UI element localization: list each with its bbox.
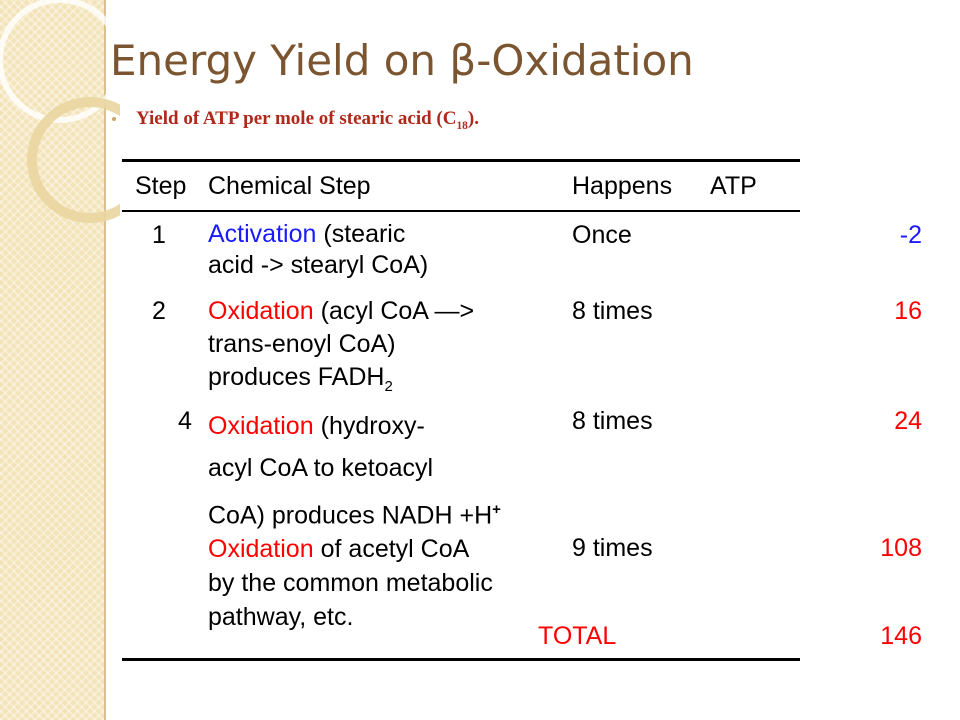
top-rule	[122, 159, 800, 162]
step: 1	[152, 221, 166, 249]
step: 4	[178, 407, 192, 435]
column-header: ATP	[710, 172, 757, 200]
line-text: acid -> stearyl CoA)	[208, 251, 429, 279]
column-header: Step	[135, 172, 187, 200]
chemical-step-line: CoA) produces NADH +H+	[208, 489, 501, 536]
chemical-step: Oxidation (acyl CoA —> trans-enoyl CoA) pro…	[208, 295, 474, 403]
subtitle: Yield of ATP per mole of stearic acid (C…	[136, 108, 479, 132]
atp: 24	[894, 407, 922, 435]
subtitle-text: Yield of ATP per mole of stearic acid (C	[136, 108, 457, 129]
line-text: (acyl CoA —>	[320, 297, 475, 325]
happens: 9 times	[572, 534, 653, 562]
header-rule	[122, 210, 800, 212]
bullet	[112, 117, 116, 121]
atp: -2	[899, 221, 922, 249]
line-text: (stearic	[323, 220, 406, 248]
total-atp: 146	[880, 622, 922, 650]
happens: Once	[572, 221, 632, 249]
line-text: (hydroxy-	[320, 412, 425, 440]
subscript: 18	[456, 119, 468, 132]
keyword: Oxidation	[208, 412, 314, 440]
chemical-step-line: by the common metabolic	[208, 566, 493, 600]
step: 2	[152, 297, 166, 325]
subscript: 2	[384, 378, 393, 395]
chemical-step-line: acyl CoA to ketoacyl	[208, 447, 501, 489]
chemical-step: Oxidation (hydroxy-acyl CoA to ketoacyl Co…	[208, 405, 501, 536]
keyword: Oxidation	[208, 535, 314, 563]
line-text: CoA) produces NADH +H	[208, 501, 493, 530]
chemical-step-line: Oxidation of acetyl CoA	[208, 532, 493, 566]
line-text: of acetyl CoA	[320, 535, 470, 563]
chemical-step-line: Activation (stearic	[208, 219, 428, 250]
line-text: trans-enoyl CoA)	[208, 330, 396, 358]
chemical-step-line: trans-enoyl CoA)	[208, 328, 474, 361]
chemical-step-line: pathway, etc.	[208, 600, 493, 634]
column-header: Happens	[572, 172, 673, 200]
line-text: produces FADH	[208, 363, 385, 391]
chemical-step: Activation (stearic acid -> stearyl CoA)	[208, 219, 428, 281]
happens: 8 times	[572, 297, 653, 325]
atp: 108	[880, 534, 922, 562]
title: Energy Yield on β-Oxidation	[110, 36, 694, 85]
chemical-step-line: Oxidation (hydroxy-	[208, 405, 501, 447]
happens: 8 times	[572, 407, 653, 435]
line-text: pathway, etc.	[208, 603, 354, 631]
line-text: by the common metabolic	[208, 569, 493, 597]
chemical-step-line: produces FADH2	[208, 361, 474, 403]
decor-circles	[0, 0, 120, 223]
keyword: Oxidation	[208, 297, 314, 325]
chemical-step-line: acid -> stearyl CoA)	[208, 250, 428, 281]
keyword: Activation	[208, 220, 317, 248]
atp: 16	[894, 297, 922, 325]
line-text: acyl CoA to ketoacyl	[208, 454, 434, 482]
chemical-step: Oxidation of acetyl CoA by the common meta…	[208, 532, 493, 634]
total-label: TOTAL	[538, 622, 617, 650]
chemical-step-line: Oxidation (acyl CoA —>	[208, 295, 474, 328]
column-header: Chemical Step	[208, 172, 371, 200]
subtitle-end: ).	[467, 108, 479, 129]
bottom-rule	[122, 658, 800, 661]
superscript: +	[492, 501, 501, 518]
